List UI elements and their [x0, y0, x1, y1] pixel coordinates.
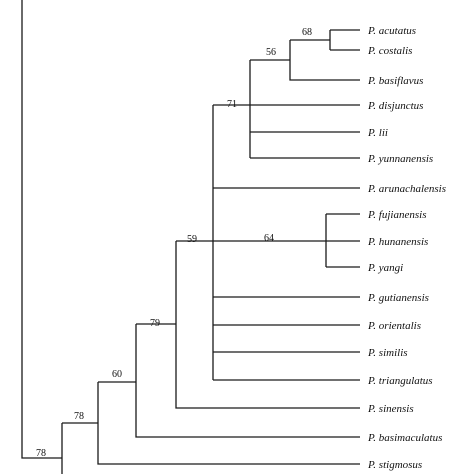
- taxon-label-gutianensis: P. gutianensis: [367, 292, 429, 304]
- taxon-label-arunachalensis: P. arunachalensis: [367, 183, 446, 195]
- taxon-label-lii: P. lii: [367, 127, 388, 139]
- taxon-label-triangulatus: P. triangulatus: [367, 375, 433, 387]
- tree-branches: [21, 0, 360, 474]
- support-value-node-stigmosus: 78: [74, 411, 84, 422]
- taxon-label-yangi: P. yangi: [367, 262, 403, 274]
- support-value-node-basimaculatus: 60: [112, 369, 122, 380]
- support-values: 68 56 71 64 59 79 60 78 78: [36, 27, 312, 459]
- taxon-label-similis: P. similis: [367, 347, 408, 359]
- support-value-node-disjunctus-clade: 71: [227, 99, 237, 110]
- taxon-label-sinensis: P. sinensis: [367, 403, 414, 415]
- taxon-label-costalis: P. costalis: [367, 45, 412, 57]
- taxon-label-basimaculatus: P. basimaculatus: [367, 432, 442, 444]
- support-value-node-sinensis: 79: [150, 318, 160, 329]
- taxon-label-orientalis: P. orientalis: [367, 320, 421, 332]
- taxon-label-acutatus: P. acutatus: [367, 25, 416, 37]
- support-value-node-acutatus-costalis: 68: [302, 27, 312, 38]
- taxon-labels: P. acutatus P. costalis P. basiflavus P.…: [367, 25, 446, 471]
- support-value-node-basiflavus: 56: [266, 47, 276, 58]
- taxon-label-yunnanensis: P. yunnanensis: [367, 153, 433, 165]
- taxon-label-stigmosus: P. stigmosus: [367, 459, 422, 471]
- support-value-node-root: 78: [36, 448, 46, 459]
- taxon-label-disjunctus: P. disjunctus: [367, 100, 423, 112]
- support-value-node-large-clade: 59: [187, 234, 197, 245]
- support-value-node-fujianensis-clade: 64: [264, 233, 274, 244]
- taxon-label-hunanensis: P. hunanensis: [367, 236, 428, 248]
- taxon-label-fujianensis: P. fujianensis: [367, 209, 426, 221]
- taxon-label-basiflavus: P. basiflavus: [367, 75, 423, 87]
